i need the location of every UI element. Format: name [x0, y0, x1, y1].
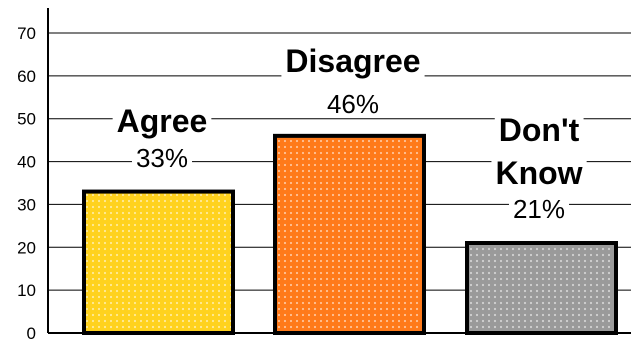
y-tick-label: 70 — [17, 24, 36, 43]
y-tick-label: 10 — [17, 281, 36, 300]
bar-agree — [82, 189, 235, 335]
y-tick-label: 20 — [17, 238, 36, 257]
y-tick-label: 0 — [27, 324, 36, 339]
category-label: Disagree — [285, 43, 420, 79]
data-label: 46% — [327, 89, 379, 119]
y-tick-label: 40 — [17, 153, 36, 172]
data-label: 33% — [136, 143, 188, 173]
bar-texture — [469, 245, 614, 331]
category-label: Agree — [117, 103, 208, 139]
bar-texture — [86, 193, 231, 331]
bar-dont-know — [465, 241, 618, 335]
y-tick-label: 30 — [17, 195, 36, 214]
y-tick-label: 50 — [17, 110, 36, 129]
data-label: 21% — [513, 194, 565, 224]
category-label: Know — [495, 155, 582, 191]
y-axis-ticks: 0 10 20 30 40 50 60 70 — [17, 24, 36, 339]
bar-disagree — [273, 133, 426, 335]
axes — [47, 8, 631, 334]
bar-texture — [277, 137, 422, 331]
category-label: Don't — [499, 112, 580, 148]
y-tick-label: 60 — [17, 67, 36, 86]
